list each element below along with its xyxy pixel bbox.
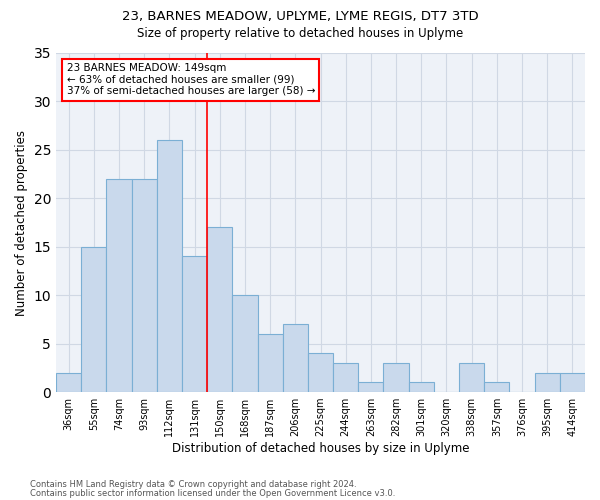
Text: Contains public sector information licensed under the Open Government Licence v3: Contains public sector information licen… [30, 489, 395, 498]
Bar [283, 324, 308, 392]
X-axis label: Distribution of detached houses by size in Uplyme: Distribution of detached houses by size … [172, 442, 469, 455]
Bar [560, 372, 585, 392]
Bar [56, 372, 81, 392]
Bar [308, 354, 333, 392]
Bar [383, 363, 409, 392]
Bar [232, 295, 257, 392]
Bar [257, 334, 283, 392]
Bar [459, 363, 484, 392]
Bar [131, 179, 157, 392]
Y-axis label: Number of detached properties: Number of detached properties [15, 130, 28, 316]
Bar [358, 382, 383, 392]
Bar [81, 247, 106, 392]
Text: 23, BARNES MEADOW, UPLYME, LYME REGIS, DT7 3TD: 23, BARNES MEADOW, UPLYME, LYME REGIS, D… [122, 10, 478, 23]
Bar [409, 382, 434, 392]
Bar [535, 372, 560, 392]
Text: 23 BARNES MEADOW: 149sqm
← 63% of detached houses are smaller (99)
37% of semi-d: 23 BARNES MEADOW: 149sqm ← 63% of detach… [67, 63, 315, 96]
Bar [333, 363, 358, 392]
Bar [182, 256, 207, 392]
Bar [106, 179, 131, 392]
Bar [157, 140, 182, 392]
Text: Size of property relative to detached houses in Uplyme: Size of property relative to detached ho… [137, 28, 463, 40]
Bar [484, 382, 509, 392]
Text: Contains HM Land Registry data © Crown copyright and database right 2024.: Contains HM Land Registry data © Crown c… [30, 480, 356, 489]
Bar [207, 228, 232, 392]
